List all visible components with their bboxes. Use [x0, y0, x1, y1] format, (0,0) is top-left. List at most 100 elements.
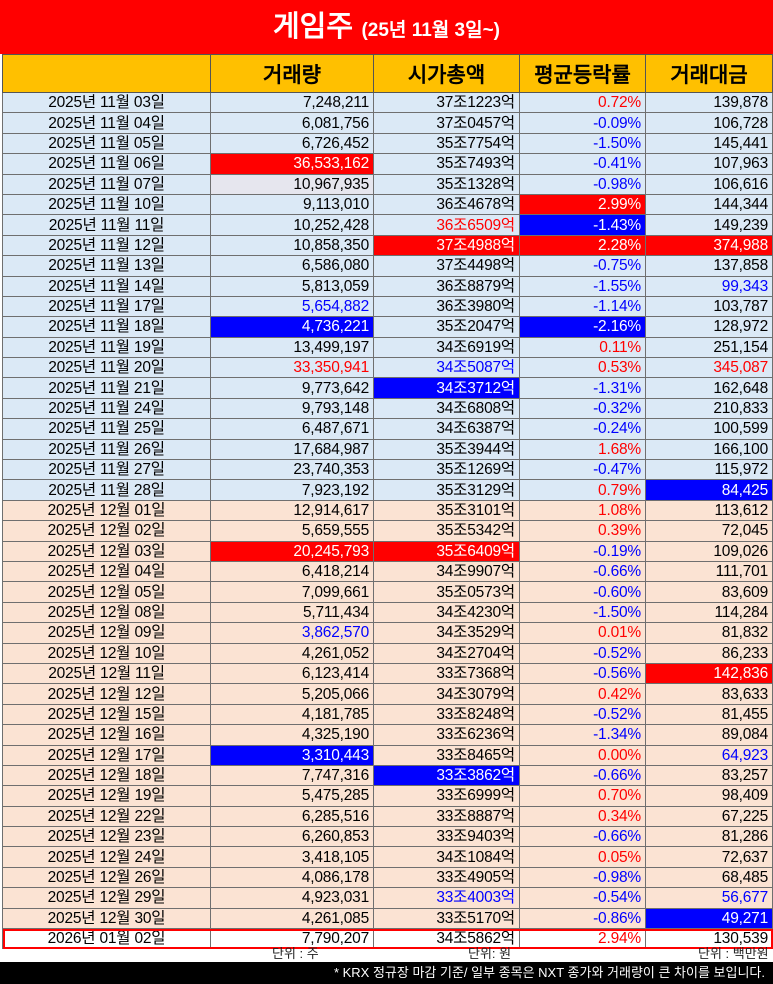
date-cell: 2025년 12월 23일	[2, 826, 211, 848]
volume-cell: 10,252,428	[210, 214, 374, 236]
table-row: 2025년 11월 06일 36,533,162 35조7493억 -0.41% 107…	[2, 153, 773, 175]
avg-change-cell: -0.60%	[519, 581, 646, 603]
avg-change-cell: -0.47%	[519, 459, 646, 481]
table-row: 2025년 11월 11일 10,252,428 36조6509억 -1.43% 149…	[2, 214, 773, 236]
avg-change-cell: -0.19%	[519, 540, 646, 562]
market-cap-cell: 33조3862억	[373, 764, 520, 787]
date-cell: 2025년 12월 24일	[2, 846, 211, 868]
market-cap-cell: 33조9403억	[373, 826, 520, 848]
date-cell: 2025년 11월 11일	[2, 214, 211, 236]
date-cell: 2025년 12월 26일	[2, 866, 211, 889]
date-cell: 2025년 11월 26일	[2, 438, 211, 461]
date-cell: 2025년 11월 04일	[2, 112, 211, 134]
trade-value-cell: 162,648	[645, 377, 773, 399]
volume-cell: 5,475,285	[210, 785, 374, 807]
trade-value-cell: 109,026	[645, 540, 773, 562]
table-row: 2025년 12월 10일 4,261,052 34조2704억 -0.52% 86,2…	[2, 642, 773, 664]
avg-change-cell: -0.41%	[519, 153, 646, 175]
table-row: 2025년 12월 22일 6,285,516 33조8887억 0.34% 67,22…	[2, 805, 773, 828]
table-row: 2025년 11월 18일 4,736,221 35조2047억 -2.16% 128,…	[2, 316, 773, 338]
volume-cell: 9,113,010	[210, 193, 374, 216]
volume-cell: 7,248,211	[210, 91, 374, 114]
avg-change-cell: -2.16%	[519, 316, 646, 338]
volume-cell: 12,914,617	[210, 499, 374, 522]
trade-value-cell: 103,787	[645, 295, 773, 318]
date-cell: 2025년 12월 19일	[2, 785, 211, 807]
date-cell: 2025년 11월 14일	[2, 275, 211, 297]
volume-cell: 4,736,221	[210, 316, 374, 338]
table-row: 2025년 11월 07일 10,967,935 35조1328억 -0.98% 106…	[2, 173, 773, 195]
table-row: 2025년 11월 14일 5,813,059 36조8879억 -1.55% 99,3…	[2, 275, 773, 297]
table-row: 2025년 12월 24일 3,418,105 34조1084억 0.05% 72,63…	[2, 846, 773, 868]
trade-value-cell: 100,599	[645, 418, 773, 440]
date-cell: 2025년 11월 12일	[2, 234, 211, 257]
trade-value-cell: 374,988	[645, 234, 773, 257]
page-title: 게임주	[272, 11, 354, 43]
trade-value-cell: 144,344	[645, 193, 773, 216]
avg-change-cell: 0.79%	[519, 479, 646, 501]
market-cap-cell: 35조3129억	[373, 479, 520, 501]
table-row: 2025년 12월 02일 5,659,555 35조5342억 0.39% 72,04…	[2, 520, 773, 542]
market-cap-cell: 33조4905억	[373, 866, 520, 889]
volume-cell: 7,099,661	[210, 581, 374, 603]
market-cap-cell: 35조5342억	[373, 520, 520, 542]
page-subtitle: (25년 11월 3일~)	[361, 20, 501, 41]
avg-change-cell: -1.55%	[519, 275, 646, 297]
trade-value-cell: 113,612	[645, 499, 773, 522]
date-cell: 2025년 11월 27일	[2, 459, 211, 481]
date-cell: 2025년 12월 30일	[2, 907, 211, 930]
table-row: 2025년 11월 05일 6,726,452 35조7754억 -1.50% 145,…	[2, 132, 773, 155]
volume-cell: 6,081,756	[210, 112, 374, 134]
volume-cell: 6,285,516	[210, 805, 374, 828]
trade-value-cell: 149,239	[645, 214, 773, 236]
market-cap-cell: 33조5170억	[373, 907, 520, 930]
date-cell: 2025년 11월 10일	[2, 193, 211, 216]
volume-cell: 20,245,793	[210, 540, 374, 562]
date-cell: 2025년 12월 01일	[2, 499, 211, 522]
date-cell: 2025년 12월 04일	[2, 560, 211, 583]
table-row: 2025년 11월 10일 9,113,010 36조4678억 2.99% 144,3…	[2, 193, 773, 216]
trade-value-cell: 145,441	[645, 132, 773, 155]
unit-trade-value: 단위 : 백만원	[698, 946, 769, 961]
volume-cell: 5,813,059	[210, 275, 374, 297]
volume-cell: 6,726,452	[210, 132, 374, 155]
market-cap-cell: 35조0573억	[373, 581, 520, 603]
avg-change-cell: 0.01%	[519, 622, 646, 644]
avg-change-cell: -1.31%	[519, 377, 646, 399]
header-market-cap: 시가총액	[373, 54, 520, 93]
date-cell: 2025년 12월 29일	[2, 887, 211, 909]
header-volume: 거래량	[210, 54, 374, 93]
trade-value-cell: 81,286	[645, 826, 773, 848]
market-cap-cell: 33조6236억	[373, 724, 520, 746]
market-cap-cell: 35조7754억	[373, 132, 520, 155]
trade-value-cell: 49,271	[645, 907, 773, 930]
table-row: 2025년 12월 03일 20,245,793 35조6409억 -0.19% 109…	[2, 540, 773, 562]
avg-change-cell: -0.56%	[519, 662, 646, 685]
market-cap-cell: 35조3101억	[373, 499, 520, 522]
trade-value-cell: 98,409	[645, 785, 773, 807]
trade-value-cell: 84,425	[645, 479, 773, 501]
header-trade-value: 거래대금	[645, 54, 773, 93]
table-row: 2025년 12월 05일 7,099,661 35조0573억 -0.60% 83,6…	[2, 581, 773, 603]
trade-value-cell: 128,972	[645, 316, 773, 338]
date-cell: 2026년 01월 02일	[2, 928, 211, 950]
avg-change-cell: -0.52%	[519, 642, 646, 664]
avg-change-cell: -0.54%	[519, 887, 646, 909]
avg-change-cell: 0.34%	[519, 805, 646, 828]
avg-change-cell: -0.24%	[519, 418, 646, 440]
date-cell: 2025년 11월 28일	[2, 479, 211, 501]
avg-change-cell: 1.68%	[519, 438, 646, 461]
volume-cell: 4,261,052	[210, 642, 374, 664]
market-cap-cell: 34조3529억	[373, 622, 520, 644]
market-cap-cell: 34조6387억	[373, 418, 520, 440]
market-cap-cell: 35조3944억	[373, 438, 520, 461]
avg-change-cell: -1.50%	[519, 132, 646, 155]
market-cap-cell: 34조3712억	[373, 377, 520, 399]
trade-value-cell: 72,045	[645, 520, 773, 542]
avg-change-cell: -0.09%	[519, 112, 646, 134]
market-cap-cell: 37조1223억	[373, 91, 520, 114]
volume-cell: 3,310,443	[210, 744, 374, 766]
avg-change-cell: -0.52%	[519, 703, 646, 726]
market-cap-cell: 36조6509억	[373, 214, 520, 236]
table-row: 2025년 11월 28일 7,923,192 35조3129억 0.79% 84,42…	[2, 479, 773, 501]
